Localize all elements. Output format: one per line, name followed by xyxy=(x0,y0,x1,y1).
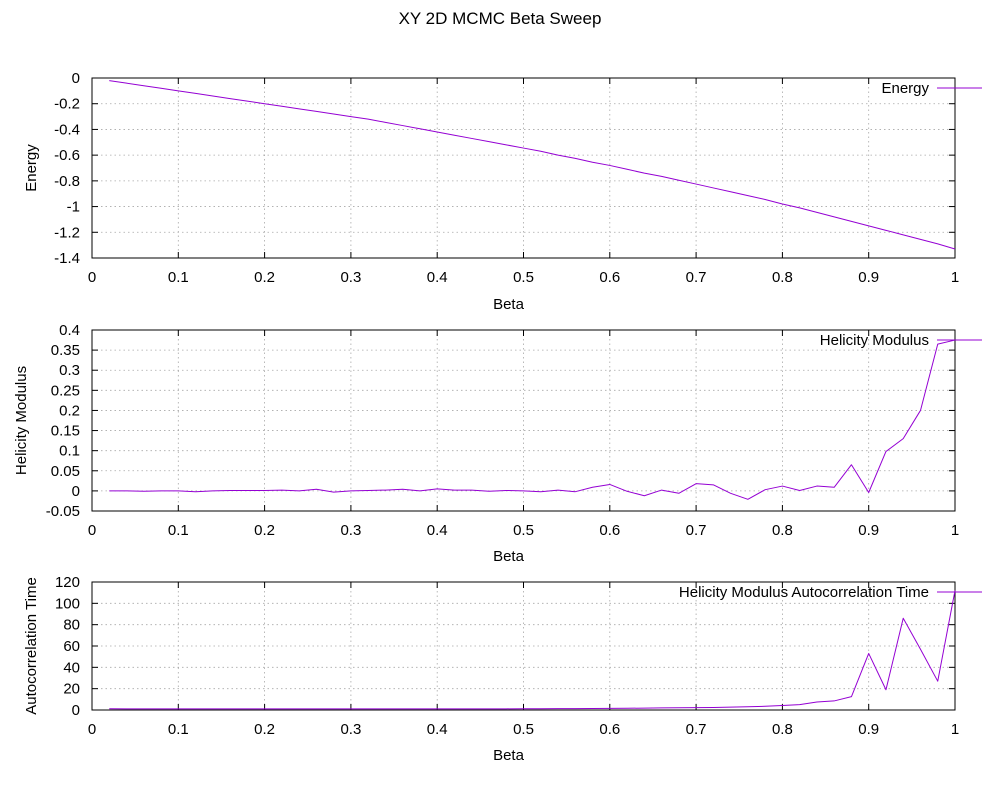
x-tick-label: 0.9 xyxy=(858,522,879,539)
x-tick-label: 0.2 xyxy=(254,522,275,539)
y-tick-label: 0.05 xyxy=(51,463,80,480)
x-tick-label: 0.7 xyxy=(686,269,707,286)
x-tick-label: 0.7 xyxy=(686,522,707,539)
x-tick-label: 0.6 xyxy=(599,269,620,286)
y-tick-label: 0.4 xyxy=(59,322,80,339)
x-tick-label: 1 xyxy=(951,269,959,286)
x-tick-label: 0 xyxy=(88,522,96,539)
x-tick-label: 0.8 xyxy=(772,269,793,286)
y-tick-label: 60 xyxy=(63,638,80,655)
x-tick-label: 0.5 xyxy=(513,522,534,539)
x-tick-label: 0.6 xyxy=(599,522,620,539)
chart-title: XY 2D MCMC Beta Sweep xyxy=(399,9,602,28)
x-tick-label: 0.5 xyxy=(513,269,534,286)
y-tick-label: 20 xyxy=(63,681,80,698)
y-tick-label: 0.2 xyxy=(59,402,80,419)
legend-label: Energy xyxy=(881,80,929,97)
x-tick-label: 0.4 xyxy=(427,269,448,286)
x-tick-label: 0.4 xyxy=(427,721,448,738)
x-tick-label: 1 xyxy=(951,721,959,738)
x-tick-label: 0.1 xyxy=(168,522,189,539)
x-tick-label: 0.2 xyxy=(254,721,275,738)
series-line xyxy=(109,80,956,250)
x-tick-label: 0.1 xyxy=(168,721,189,738)
x-tick-label: 0.9 xyxy=(858,721,879,738)
x-tick-label: 0.8 xyxy=(772,522,793,539)
x-axis-label: Beta xyxy=(493,747,525,764)
y-tick-label: 40 xyxy=(63,659,80,676)
x-tick-label: 0.3 xyxy=(340,721,361,738)
x-tick-label: 0.3 xyxy=(340,269,361,286)
series-line xyxy=(109,590,956,710)
x-axis-label: Beta xyxy=(493,548,525,565)
y-tick-label: 0 xyxy=(72,702,80,719)
x-tick-label: 0.9 xyxy=(858,269,879,286)
legend-label: Helicity Modulus xyxy=(820,332,929,349)
y-axis-label: Helicity Modulus xyxy=(13,366,30,475)
x-tick-label: 0.1 xyxy=(168,269,189,286)
panel-1: 0 0.1 0.2 0.3 0.4 0.5 0.6 0.7 0.8 0.9 1 0 -0.2 -0.4 -0… xyxy=(23,70,982,313)
x-tick-label: 0.6 xyxy=(599,721,620,738)
x-tick-label: 1 xyxy=(951,522,959,539)
series-line xyxy=(109,339,956,500)
x-tick-label: 0 xyxy=(88,269,96,286)
x-tick-label: 0.2 xyxy=(254,269,275,286)
y-tick-label: -1.2 xyxy=(54,224,80,241)
y-tick-label: -0.6 xyxy=(54,147,80,164)
panel-2: 0 0.1 0.2 0.3 0.4 0.5 0.6 0.7 0.8 0.9 1 0.4 0.35 0.3 0… xyxy=(13,322,982,565)
legend-label: Helicity Modulus Autocorrelation Time xyxy=(679,584,929,601)
y-tick-label: -1.4 xyxy=(54,250,80,267)
x-tick-label: 0.3 xyxy=(340,522,361,539)
y-tick-label: 0.1 xyxy=(59,443,80,460)
y-tick-label: 0 xyxy=(72,483,80,500)
y-tick-label: 0.25 xyxy=(51,382,80,399)
x-tick-label: 0.5 xyxy=(513,721,534,738)
y-axis-label: Autocorrelation Time xyxy=(23,577,40,715)
y-tick-label: -1 xyxy=(67,199,80,216)
x-tick-label: 0.8 xyxy=(772,721,793,738)
y-tick-label: 0.35 xyxy=(51,342,80,359)
y-tick-label: 0.3 xyxy=(59,362,80,379)
x-tick-label: 0.7 xyxy=(686,721,707,738)
y-tick-label: 80 xyxy=(63,617,80,634)
y-tick-label: -0.4 xyxy=(54,121,80,138)
x-axis-label: Beta xyxy=(493,296,525,313)
panels: 0 0.1 0.2 0.3 0.4 0.5 0.6 0.7 0.8 0.9 1 0 -0.2 -0.4 -0… xyxy=(13,70,982,764)
y-tick-label: 100 xyxy=(55,595,80,612)
panel-3: 0 0.1 0.2 0.3 0.4 0.5 0.6 0.7 0.8 0.9 1 120 100 80 60 4… xyxy=(23,574,982,764)
y-tick-label: -0.05 xyxy=(46,503,80,520)
y-tick-label: 120 xyxy=(55,574,80,591)
x-tick-label: 0 xyxy=(88,721,96,738)
x-tick-label: 0.4 xyxy=(427,522,448,539)
y-tick-label: -0.2 xyxy=(54,96,80,113)
y-axis-label: Energy xyxy=(23,144,40,192)
y-tick-label: 0 xyxy=(72,70,80,87)
y-tick-label: -0.8 xyxy=(54,173,80,190)
y-tick-label: 0.15 xyxy=(51,423,80,440)
